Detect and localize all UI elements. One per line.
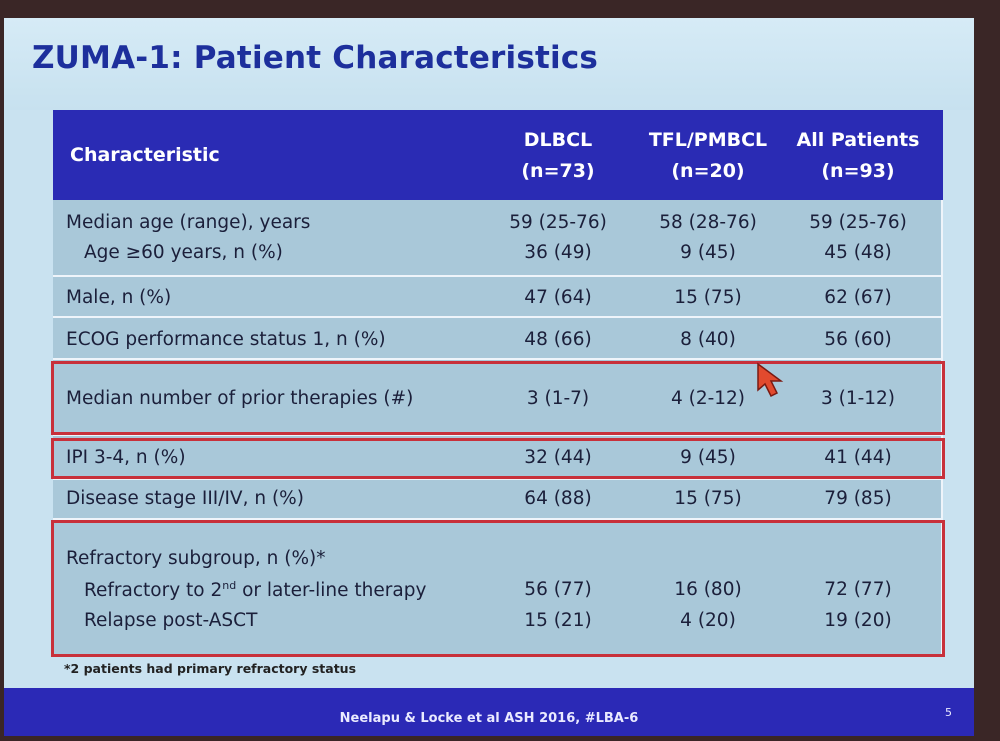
header-tfl-pmbcl: TFL/PMBCL: [648, 129, 768, 151]
cell-dlbcl: 64 (88): [524, 488, 592, 509]
highlight-box-refractory: [51, 520, 945, 657]
table-panel: [53, 110, 943, 657]
row-divider: [53, 518, 943, 520]
row-divider: [53, 434, 943, 436]
highlight-box-ipi: [51, 438, 945, 479]
cell-all-patients: 72 (77): [824, 579, 892, 600]
cell-tfl-pmbcl: 4 (2-12): [670, 388, 746, 409]
table-header: Characteristic DLBCL (n=73) TFL/PMBCL (n…: [53, 110, 943, 200]
row-label: Disease stage III/IV, n (%): [66, 488, 304, 509]
row-label-text: or later-line therapy: [236, 580, 427, 601]
cell-tfl-pmbcl: 58 (28-76): [659, 212, 757, 233]
footnote: *2 patients had primary refractory statu…: [64, 661, 357, 676]
cell-tfl-pmbcl: 9 (45): [680, 242, 736, 263]
header-dlbcl: DLBCL: [523, 129, 593, 151]
title-band: [4, 18, 974, 110]
row-label: Refractory to 2nd or later-line therapy: [84, 579, 426, 601]
cell-all-patients: 19 (20): [824, 610, 892, 631]
cell-tfl-pmbcl: 8 (40): [680, 329, 736, 350]
header-characteristic: Characteristic: [70, 144, 220, 166]
cell-tfl-pmbcl: 9 (45): [680, 447, 736, 468]
row-label: Male, n (%): [66, 287, 172, 308]
cell-tfl-pmbcl: 15 (75): [674, 287, 742, 308]
slide-title: ZUMA-1: Patient Characteristics: [32, 40, 599, 76]
cell-dlbcl: 32 (44): [524, 447, 592, 468]
header-all-patients-n: (n=93): [821, 160, 895, 182]
citation: Neelapu & Locke et al ASH 2016, #LBA-6: [339, 711, 639, 726]
cell-all-patients: 62 (67): [824, 287, 892, 308]
slide: ZUMA-1: Patient Characteristics Characte…: [4, 18, 974, 736]
cell-tfl-pmbcl: 4 (20): [680, 610, 736, 631]
cell-all-patients: 45 (48): [824, 242, 892, 263]
cell-dlbcl: 36 (49): [524, 242, 592, 263]
footer-bar: [4, 688, 974, 736]
cell-all-patients: 3 (1-12): [820, 388, 896, 409]
row-divider: [53, 358, 943, 360]
row-label: IPI 3-4, n (%): [66, 447, 186, 468]
cell-dlbcl: 48 (66): [524, 329, 592, 350]
row-divider: [53, 478, 943, 480]
row-label: Age ≥60 years, n (%): [84, 242, 283, 263]
cell-tfl-pmbcl: 16 (80): [674, 579, 742, 600]
row-divider: [53, 316, 943, 318]
cell-all-patients: 41 (44): [824, 447, 892, 468]
row-label: Median age (range), years: [66, 212, 311, 233]
row-label: Median number of prior therapies (#): [66, 388, 414, 409]
row-label: ECOG performance status 1, n (%): [66, 329, 386, 350]
cell-dlbcl: 56 (77): [524, 579, 592, 600]
cell-dlbcl: 15 (21): [524, 610, 592, 631]
highlight-box-prior-therapies: [51, 361, 945, 435]
row-divider: [53, 275, 943, 277]
row-label-text: Refractory to 2: [84, 580, 223, 601]
cell-all-patients: 56 (60): [824, 329, 892, 350]
header-dlbcl-n: (n=73): [521, 160, 595, 182]
cell-all-patients: 79 (85): [824, 488, 892, 509]
header-all-patients: All Patients: [796, 129, 920, 151]
cell-dlbcl: 47 (64): [524, 287, 592, 308]
row-label: Relapse post-ASCT: [84, 610, 258, 631]
pointer-cursor-icon: [757, 362, 784, 398]
cell-dlbcl: 59 (25-76): [509, 212, 607, 233]
cell-dlbcl: 3 (1-7): [526, 388, 590, 409]
header-tfl-pmbcl-n: (n=20): [671, 160, 745, 182]
cell-all-patients: 59 (25-76): [809, 212, 907, 233]
row-label: Refractory subgroup, n (%)*: [66, 548, 326, 569]
page-number: 5: [945, 706, 952, 719]
cell-tfl-pmbcl: 15 (75): [674, 488, 742, 509]
ordinal-superscript: nd: [222, 579, 237, 592]
